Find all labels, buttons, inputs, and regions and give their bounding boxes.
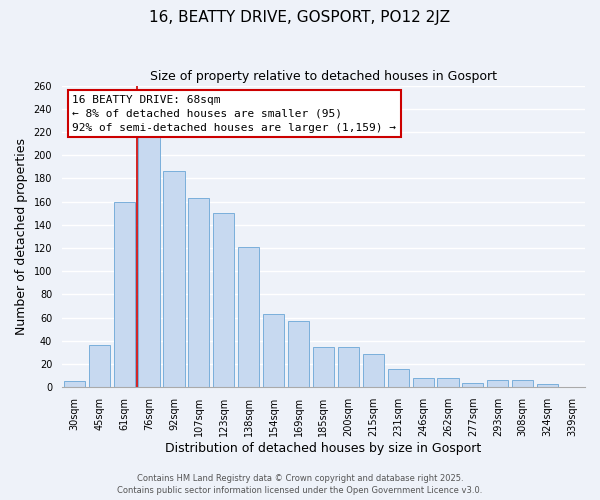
Bar	[288, 321, 309, 387]
Bar	[238, 247, 259, 387]
Bar	[487, 380, 508, 387]
Bar	[263, 314, 284, 387]
Bar	[338, 346, 359, 387]
Y-axis label: Number of detached properties: Number of detached properties	[15, 138, 28, 335]
Bar	[188, 198, 209, 387]
Text: Contains HM Land Registry data © Crown copyright and database right 2025.
Contai: Contains HM Land Registry data © Crown c…	[118, 474, 482, 495]
X-axis label: Distribution of detached houses by size in Gosport: Distribution of detached houses by size …	[166, 442, 482, 455]
Bar	[163, 172, 185, 387]
Bar	[388, 368, 409, 387]
Bar	[512, 380, 533, 387]
Bar	[64, 382, 85, 387]
Bar	[89, 346, 110, 387]
Bar	[537, 384, 558, 387]
Title: Size of property relative to detached houses in Gosport: Size of property relative to detached ho…	[150, 70, 497, 83]
Bar	[413, 378, 434, 387]
Text: 16 BEATTY DRIVE: 68sqm
← 8% of detached houses are smaller (95)
92% of semi-deta: 16 BEATTY DRIVE: 68sqm ← 8% of detached …	[73, 94, 397, 132]
Bar	[437, 378, 458, 387]
Text: 16, BEATTY DRIVE, GOSPORT, PO12 2JZ: 16, BEATTY DRIVE, GOSPORT, PO12 2JZ	[149, 10, 451, 25]
Bar	[113, 202, 135, 387]
Bar	[313, 346, 334, 387]
Bar	[463, 382, 484, 387]
Bar	[213, 213, 235, 387]
Bar	[139, 134, 160, 387]
Bar	[362, 354, 384, 387]
